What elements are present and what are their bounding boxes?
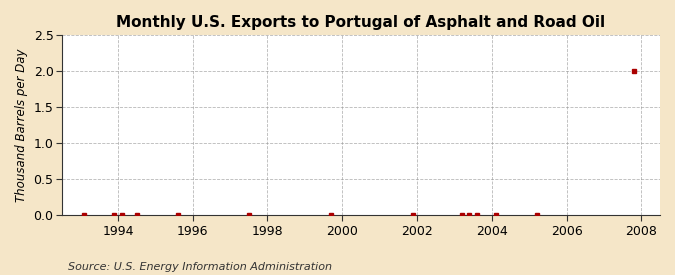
Y-axis label: Thousand Barrels per Day: Thousand Barrels per Day	[15, 49, 28, 202]
Text: Source: U.S. Energy Information Administration: Source: U.S. Energy Information Administ…	[68, 262, 331, 272]
Title: Monthly U.S. Exports to Portugal of Asphalt and Road Oil: Monthly U.S. Exports to Portugal of Asph…	[116, 15, 605, 30]
